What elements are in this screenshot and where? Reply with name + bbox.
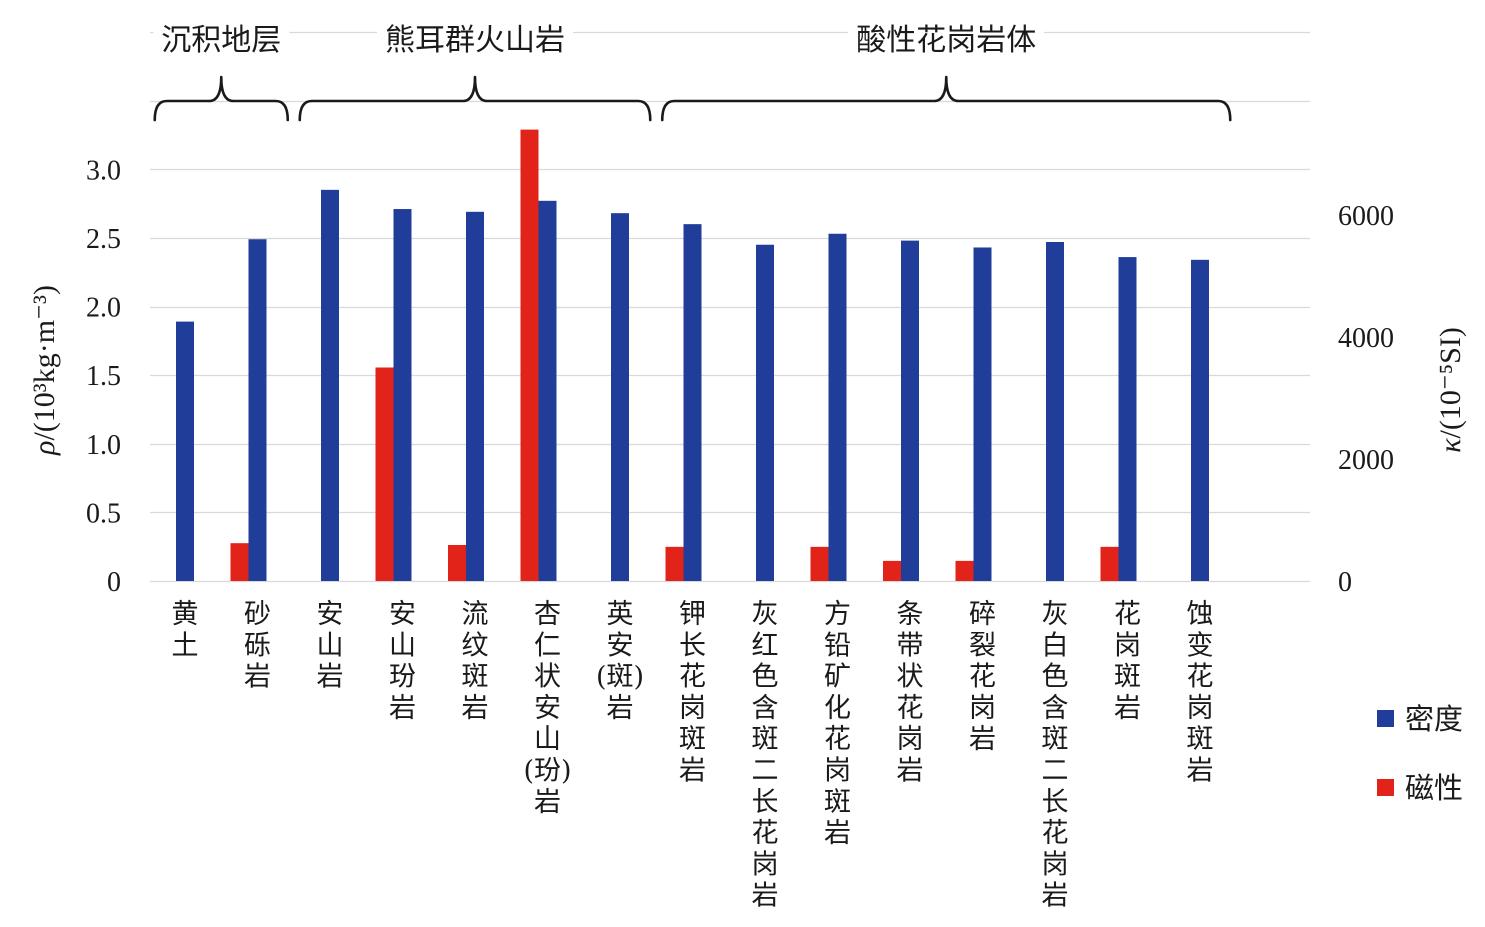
group-annotation: 沉积地层 <box>153 21 290 122</box>
density-bar <box>683 224 702 581</box>
x-tick-label: 安山岩 <box>317 599 344 693</box>
y-tick-label-left: 1.0 <box>86 430 121 461</box>
x-tick-label: 黄土 <box>172 599 199 661</box>
y-tick-label-left: 0.5 <box>86 498 121 529</box>
group-label: 熊耳群火山岩 <box>385 23 565 58</box>
group-brace <box>660 75 1232 122</box>
group-label-background <box>848 21 1045 60</box>
y-tick-label-left: 2.0 <box>86 293 121 324</box>
y-tick-label-right: 0 <box>1338 567 1352 598</box>
density-bar <box>1118 257 1137 581</box>
density-bar <box>538 200 557 581</box>
y-tick-label-right: 2000 <box>1338 445 1394 476</box>
bars <box>176 129 1209 582</box>
legend-swatch-density <box>1377 710 1394 727</box>
y-tick-label-left: 0 <box>107 567 121 598</box>
magnetism-bar <box>665 546 684 581</box>
y-axis-right-ticks: 0 2000 4000 6000 <box>1338 201 1394 598</box>
density-bar <box>756 244 774 582</box>
legend-item-density: 密度 <box>1377 702 1463 736</box>
x-tick-label: 方铅矿化花岗斑岩 <box>824 599 851 849</box>
magnetism-bar <box>230 543 249 581</box>
density-bar <box>248 239 267 581</box>
magnetism-bar <box>810 546 829 581</box>
magnetism-bar <box>883 560 901 581</box>
y-axis-left-title: ρ/(10³kg·m⁻³) <box>28 285 61 456</box>
group-label-background <box>153 21 290 60</box>
density-bar <box>1191 259 1209 581</box>
x-tick-label: 碎裂花岗岩 <box>969 599 996 755</box>
legend: 密度 磁性 <box>1377 702 1463 805</box>
x-tick-label: 灰白色含斑二长花岗岩 <box>1042 599 1069 912</box>
x-axis-labels: 黄土 砂砾岩 安山岩 安山玢岩 流纹斑岩 杏仁状安山(玢)岩英安(斑)岩 钾长花岗斑岩 灰红色… <box>172 599 1214 912</box>
group-brace <box>298 75 652 122</box>
legend-label-magnetism: 磁性 <box>1405 771 1463 805</box>
y-tick-label-right: 4000 <box>1338 323 1394 354</box>
y-axis-left-ticks: 0 0.5 1.0 1.5 2.0 2.5 3.0 <box>86 155 121 598</box>
group-label-background <box>377 21 573 60</box>
x-tick-label: 钾长花岗斑岩 <box>679 599 706 787</box>
density-bar <box>901 240 919 581</box>
x-tick-label: 流纹斑岩 <box>462 599 489 724</box>
density-bar <box>1046 241 1064 581</box>
group-annotation: 酸性花岗岩体 <box>660 21 1232 122</box>
magnetism-bar <box>955 560 974 581</box>
x-tick-label: 灰红色含斑二长花岗岩 <box>752 599 779 912</box>
magnetism-bar <box>1100 546 1119 581</box>
group-label: 沉积地层 <box>161 23 281 58</box>
group-annotations: 沉积地层 熊耳群火山岩 酸性花岗岩体 <box>153 21 1232 122</box>
magnetism-bar <box>448 545 466 581</box>
magnetism-bar <box>520 129 539 581</box>
magnetism-bar <box>375 367 394 581</box>
y-tick-label-right: 6000 <box>1338 201 1394 232</box>
density-bar <box>828 233 847 581</box>
x-tick-label: 花岗斑岩 <box>1114 599 1141 724</box>
density-bar <box>176 321 194 581</box>
x-tick-label: 砂砾岩 <box>244 599 271 693</box>
density-bar <box>973 247 992 582</box>
x-tick-label: 安山玢岩 <box>389 599 416 724</box>
x-tick-label: 英安(斑)岩 <box>596 599 644 724</box>
group-brace <box>153 75 290 122</box>
density-bar <box>611 213 629 582</box>
y-tick-label-left: 3.0 <box>86 155 121 186</box>
group-annotation: 熊耳群火山岩 <box>298 21 652 122</box>
group-label: 酸性花岗岩体 <box>856 23 1036 58</box>
density-bar <box>466 211 484 582</box>
gridlines <box>150 31 1310 583</box>
legend-swatch-magnetism <box>1377 779 1394 796</box>
x-tick-label: 条带状花岗岩 <box>897 599 924 787</box>
y-tick-label-left: 1.5 <box>86 361 121 392</box>
legend-item-magnetism: 磁性 <box>1377 771 1463 805</box>
density-bar <box>321 189 339 581</box>
x-tick-label: 杏仁状安山(玢)岩 <box>523 599 571 818</box>
y-axis-right-title: κ/(10⁻⁵SI) <box>1434 327 1467 453</box>
density-bar <box>393 209 412 582</box>
legend-label-density: 密度 <box>1405 702 1463 736</box>
x-tick-label: 蚀变花岗斑岩 <box>1187 599 1214 787</box>
y-tick-label-left: 2.5 <box>86 224 121 255</box>
